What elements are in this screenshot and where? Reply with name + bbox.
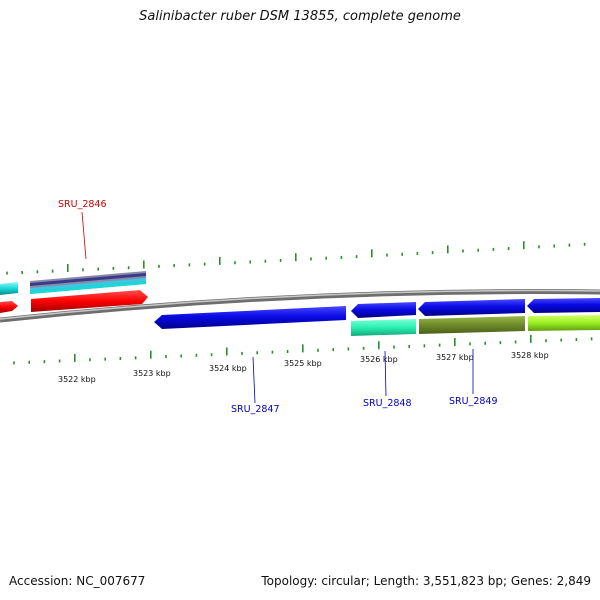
gene-label-sru-2846[interactable]: SRU_2846 (58, 199, 107, 210)
gene-arrow-sru-2848[interactable] (351, 302, 416, 318)
scale-tick-label: 3524 kbp (209, 364, 247, 373)
genome-summary-text: Topology: circular; Length: 3,551,823 bp… (261, 574, 591, 588)
aqua-feature[interactable] (351, 319, 416, 336)
cyan-feature-left[interactable] (0, 282, 18, 295)
leader-line-sru-2848 (384, 350, 387, 397)
scale-tick-label: 3525 kbp (284, 359, 322, 368)
lime-feature[interactable] (528, 315, 600, 331)
outer-tick-row (6, 241, 586, 275)
scale-tick-label: 3526 kbp (360, 355, 398, 364)
genome-backbone-highlight (0, 289, 600, 320)
gene-label-sru-2847[interactable]: SRU_2847 (231, 404, 280, 415)
striped-feature-band-3 (30, 281, 146, 294)
leader-line-sru-2847 (252, 356, 256, 404)
striped-feature-band-1 (30, 273, 146, 286)
gene-label-sru-2849[interactable]: SRU_2849 (449, 396, 498, 407)
scale-tick-label: 3522 kbp (58, 375, 96, 384)
accession-text: Accession: NC_007677 (9, 574, 146, 588)
genome-backbone (0, 289, 600, 323)
upper-track (0, 271, 146, 295)
gene-label-sru-2848[interactable]: SRU_2848 (363, 398, 412, 409)
olive-feature[interactable] (419, 316, 525, 334)
inner-tick-row (13, 334, 593, 365)
scale-labels: 3522 kbp 3523 kbp 3524 kbp 3525 kbp 3526 kbp… (58, 351, 549, 384)
scale-tick-label: 3527 kbp (436, 353, 474, 362)
scale-tick-label: 3523 kbp (133, 369, 171, 378)
gene-arrow-sru-2846[interactable] (31, 290, 148, 312)
striped-feature-band-2 (30, 278, 146, 291)
gene-arrow-blue-right[interactable] (527, 298, 600, 313)
scale-tick-label: 3528 kbp (511, 351, 549, 360)
gene-arrow-sru-2849[interactable] (418, 299, 525, 316)
gene-arrow-red-left[interactable] (0, 301, 18, 313)
genome-title: Salinibacter ruber DSM 13855, complete g… (139, 9, 461, 24)
leader-line-sru-2846 (81, 211, 87, 260)
gene-arrow-sru-2847[interactable] (154, 306, 346, 329)
